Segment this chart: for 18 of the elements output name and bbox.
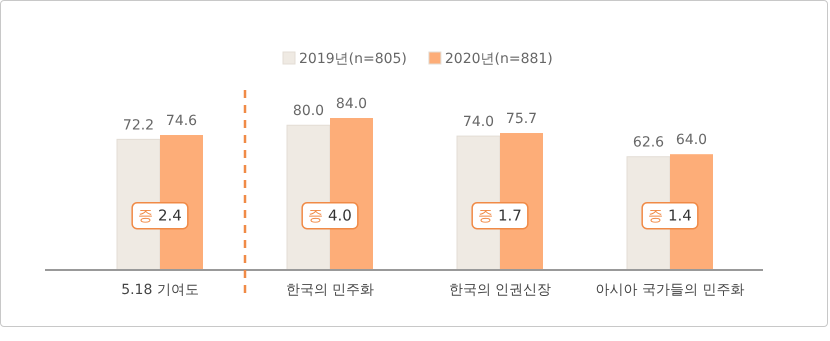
legend-label: 2020년(n=881)	[444, 51, 553, 67]
data-label: 74.0	[462, 114, 494, 130]
data-label: 80.0	[292, 103, 324, 120]
annotation: 증 1.7	[478, 206, 522, 225]
x-tick-label: 5.18 기여도	[121, 282, 199, 298]
data-label: 64.0	[676, 132, 708, 148]
annotation: 증 2.4	[138, 206, 182, 225]
data-label: 62.6	[632, 134, 664, 151]
data-label: 84.0	[336, 96, 368, 112]
x-tick-label: 한국의 민주화	[286, 282, 374, 298]
annotation: 증 1.4	[648, 206, 692, 225]
x-tick-label: 한국의 인권신장	[448, 282, 552, 298]
annotation: 증 4.0	[308, 206, 352, 225]
data-label: 75.7	[506, 111, 538, 128]
data-label: 74.6	[166, 113, 198, 130]
x-tick-label: 아시아 국가들의 민주화	[596, 282, 744, 298]
data-label: 72.2	[122, 117, 154, 134]
legend-label: 2019년(n=805)	[299, 51, 407, 67]
